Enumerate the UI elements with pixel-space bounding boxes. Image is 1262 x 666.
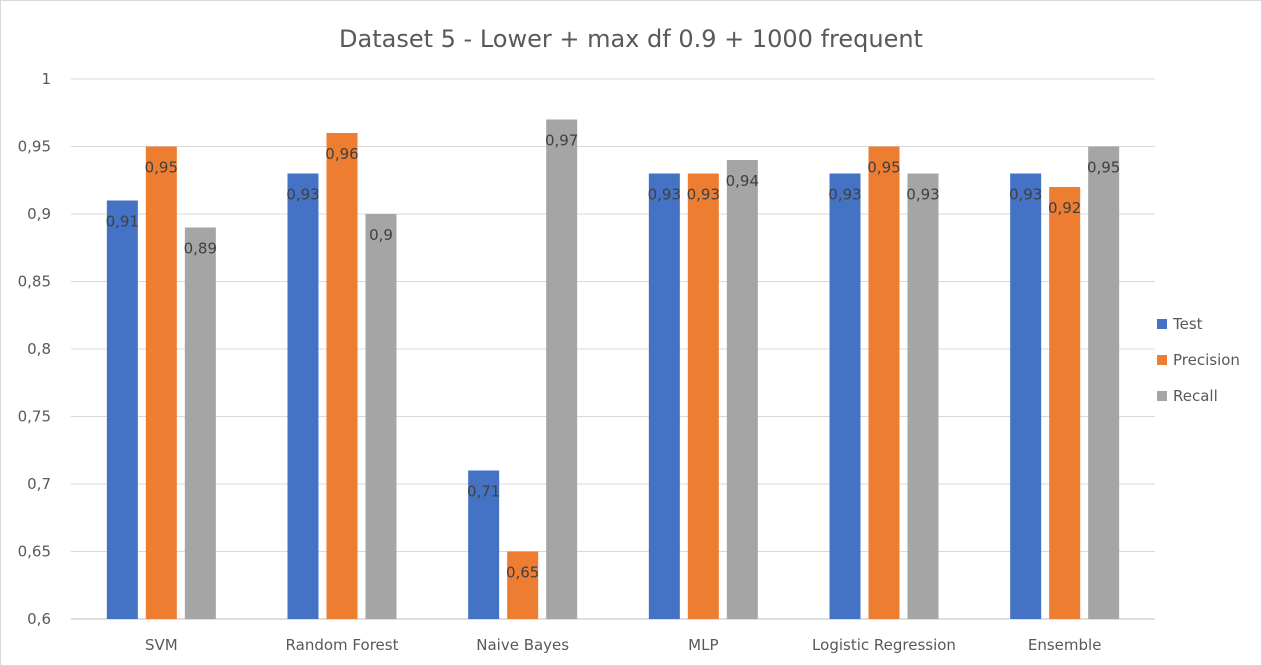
data-label: 0,93 [1009,186,1042,204]
x-tick-label: Random Forest [286,636,399,654]
data-label: 0,89 [184,240,217,258]
x-tick-label: Ensemble [1028,636,1102,654]
y-tick-label: 0,95 [18,138,51,156]
y-tick-label: 0,6 [27,610,51,628]
data-label: 0,9 [369,226,393,244]
data-label: 0,65 [506,564,539,582]
data-label: 0,93 [828,186,861,204]
data-label: 0,92 [1048,199,1081,217]
legend-label: Test [1172,315,1203,333]
y-tick-label: 0,9 [27,205,51,223]
y-tick-label: 0,75 [18,408,51,426]
data-label: 0,93 [687,186,720,204]
bar-recall [365,214,397,619]
bar-precision [145,146,177,619]
y-tick-label: 0,7 [27,475,51,493]
x-tick-label: Naive Bayes [476,636,569,654]
legend-swatch [1157,319,1167,329]
y-axis: 0,6 0,65 0,7 0,75 0,8 0,85 0,9 0,95 1 [18,70,51,628]
bar-test [468,470,500,619]
legend-swatch [1157,391,1167,401]
bar-precision [507,551,539,619]
bar-test [106,200,138,619]
data-label: 0,93 [648,186,681,204]
data-label: 0,93 [286,186,319,204]
legend-label: Recall [1173,387,1218,405]
bar-recall [907,173,939,619]
bar-test [829,173,861,619]
data-label: 0,94 [726,172,759,190]
gridlines [71,78,1155,620]
data-label: 0,95 [145,159,178,177]
x-tick-label: SVM [145,636,178,654]
data-label: 0,97 [545,132,578,150]
y-tick-label: 0,8 [27,340,51,358]
data-labels: 0,91 0,95 0,89 0,93 0,96 0,9 0,71 0,65 0,97 0,93 0… [106,132,1121,582]
y-tick-label: 1 [41,70,51,88]
data-label: 0,71 [467,483,500,501]
data-label: 0,95 [867,159,900,177]
data-label: 0,91 [106,213,139,231]
legend-label: Precision [1173,351,1240,369]
chart-title: Dataset 5 - Lower + max df 0.9 + 1000 fr… [339,25,923,53]
x-tick-label: Logistic Regression [812,636,956,654]
bar-precision [687,173,719,619]
y-tick-label: 0,85 [18,273,51,291]
bar-recall [1088,146,1120,619]
bar-recall [184,227,216,619]
bar-precision [868,146,900,619]
x-axis: SVM Random Forest Naive Bayes MLP Logistic R… [145,636,1101,654]
bar-recall [546,119,578,619]
bar-precision [1049,187,1081,619]
data-label: 0,93 [906,186,939,204]
legend-swatch [1157,355,1167,365]
bar-test [1010,173,1042,619]
bar-recall [726,160,758,619]
data-label: 0,95 [1087,159,1120,177]
bar-precision [326,133,358,619]
y-tick-label: 0,65 [18,543,51,561]
legend: Test Precision Recall [1157,315,1240,405]
bar-test [287,173,319,619]
bar-test [648,173,680,619]
x-tick-label: MLP [688,636,718,654]
bars [106,119,1120,619]
data-label: 0,96 [325,145,358,163]
